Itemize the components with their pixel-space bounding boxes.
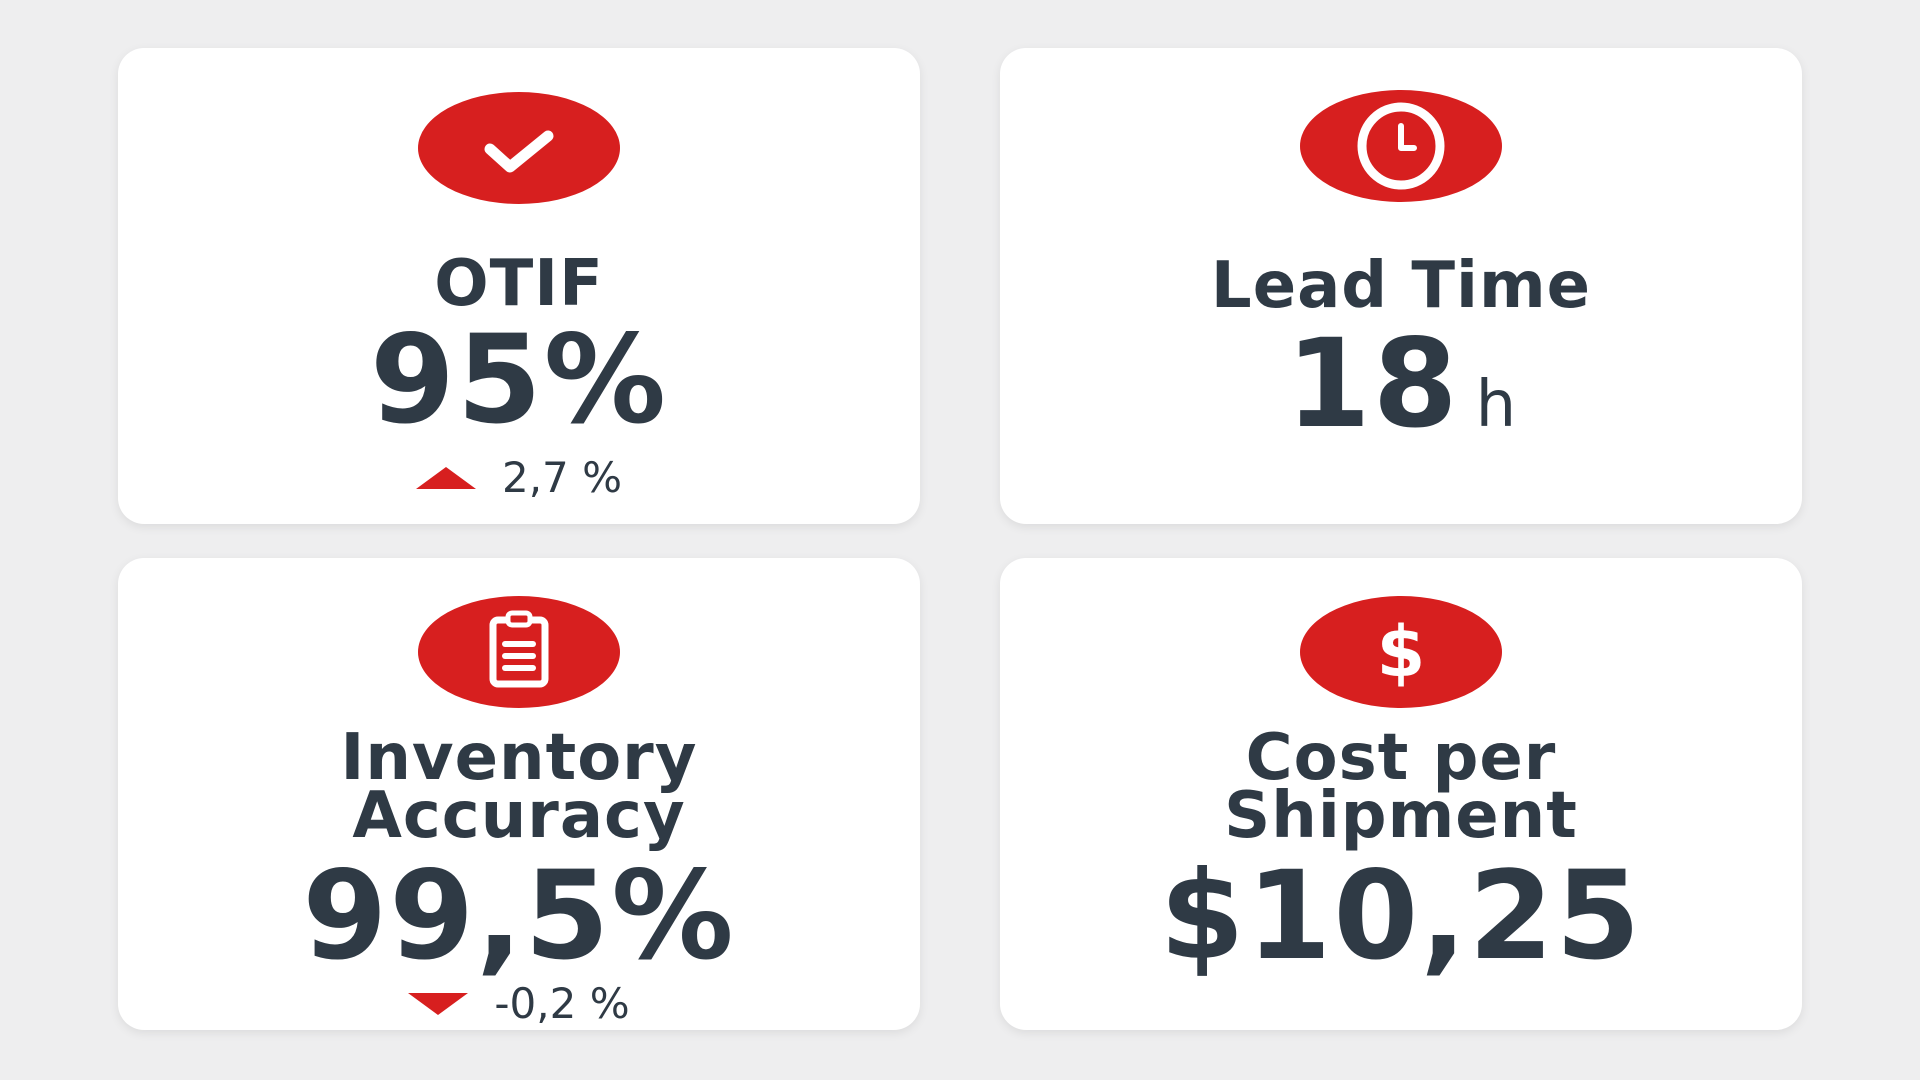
kpi-value: $10,25 — [1159, 845, 1643, 987]
kpi-title-line-2: Shipment — [1224, 779, 1578, 853]
trend-down-icon — [408, 992, 469, 1015]
kpi-delta: -0,2 % — [118, 982, 920, 1026]
kpi-delta: 2,7 % — [118, 456, 920, 500]
clipboard-icon — [418, 596, 620, 708]
kpi-title-line-1: Cost per — [1245, 721, 1557, 795]
svg-text:$: $ — [1377, 611, 1426, 693]
kpi-delta-text: 2,7 % — [501, 453, 623, 502]
kpi-value: 95% — [369, 309, 668, 451]
kpi-title: Lead Time — [1210, 249, 1592, 323]
kpi-title-line-1: Inventory — [340, 721, 698, 795]
check-icon — [418, 92, 620, 204]
kpi-unit: h — [1475, 368, 1517, 442]
kpi-delta-text: -0,2 % — [494, 979, 630, 1028]
kpi-value-group: 18 h — [1000, 322, 1802, 467]
dollar-icon: $ — [1300, 596, 1502, 708]
kpi-value: 18 — [1285, 313, 1460, 455]
kpi-card-cost-per-shipment: $ Cost per Shipment $10,25 — [1000, 558, 1802, 1030]
clock-icon — [1300, 90, 1502, 202]
kpi-card-lead-time: Lead Time 18 h — [1000, 48, 1802, 524]
kpi-title: OTIF — [434, 247, 604, 321]
kpi-card-otif: OTIF 95% 2,7 % — [118, 48, 920, 524]
kpi-card-inventory-accuracy: Inventory Accuracy 99,5% -0,2 % — [118, 558, 920, 1030]
trend-up-icon — [415, 466, 476, 489]
kpi-title-line-2: Accuracy — [352, 779, 686, 853]
kpi-value: 99,5% — [302, 845, 736, 987]
